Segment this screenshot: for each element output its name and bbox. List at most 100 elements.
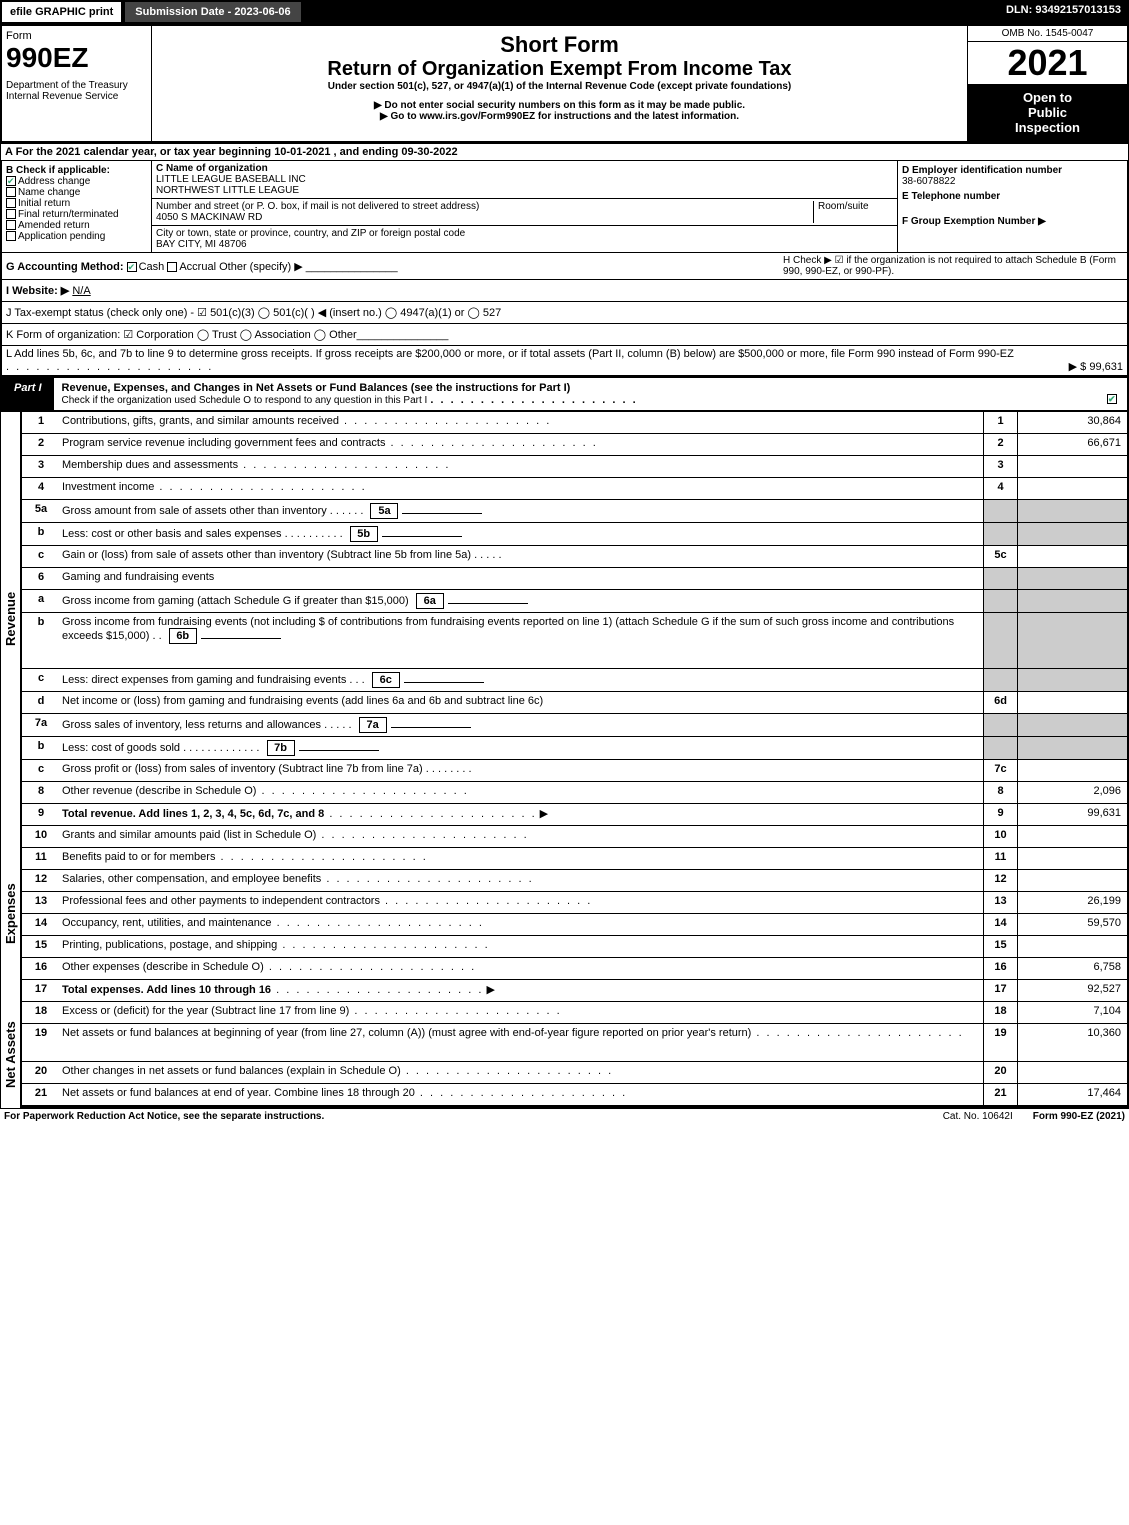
ein-label: D Employer identification number — [902, 165, 1123, 176]
vlabel-revenue: Revenue — [0, 412, 22, 826]
line-6d-desc: Net income or (loss) from gaming and fun… — [62, 695, 543, 707]
tel-label: E Telephone number — [902, 191, 1123, 202]
line-i: I Website: ▶ N/A — [0, 280, 1129, 302]
line-4-val — [1017, 478, 1127, 499]
part1-sub: Check if the organization used Schedule … — [62, 395, 428, 406]
g-label: G Accounting Method: — [6, 261, 124, 273]
g-other: Other (specify) ▶ — [219, 261, 303, 273]
l-text: L Add lines 5b, 6c, and 7b to line 9 to … — [6, 348, 1014, 360]
efile-button[interactable]: efile GRAPHIC print — [0, 0, 123, 24]
line-21-val: 17,464 — [1017, 1084, 1127, 1105]
line-2-desc: Program service revenue including govern… — [62, 437, 385, 449]
chk-initial-return[interactable] — [6, 198, 16, 208]
line-j: J Tax-exempt status (check only one) - ☑… — [0, 302, 1129, 324]
ein-value: 38-6078822 — [902, 176, 1123, 187]
line-6a-desc: Gross income from gaming (attach Schedul… — [62, 595, 409, 607]
chk-address-change[interactable] — [6, 176, 16, 186]
line-17-desc: Total expenses. Add lines 10 through 16 — [62, 984, 271, 996]
h-text: H Check ▶ ☑ if the organization is not r… — [783, 255, 1123, 277]
line-6c-desc: Less: direct expenses from gaming and fu… — [62, 674, 346, 686]
line-6-desc: Gaming and fundraising events — [62, 571, 214, 583]
street: 4050 S MACKINAW RD — [156, 212, 262, 223]
line-8-val: 2,096 — [1017, 782, 1127, 803]
line-4-desc: Investment income — [62, 481, 154, 493]
line-k: K Form of organization: ☑ Corporation ◯ … — [0, 324, 1129, 346]
line-21-desc: Net assets or fund balances at end of ye… — [62, 1087, 415, 1099]
note-ssn: ▶ Do not enter social security numbers o… — [158, 100, 961, 111]
netassets-section: Net Assets 18Excess or (deficit) for the… — [0, 1002, 1129, 1108]
chk-amended[interactable] — [6, 220, 16, 230]
line-19-val: 10,360 — [1017, 1024, 1127, 1061]
return-title: Return of Organization Exempt From Incom… — [158, 58, 961, 81]
street-label: Number and street (or P. O. box, if mail… — [156, 201, 479, 212]
section-a-taxyear: A For the 2021 calendar year, or tax yea… — [0, 143, 1129, 161]
cat-no: Cat. No. 10642I — [923, 1111, 1033, 1122]
line-9-val: 99,631 — [1017, 804, 1127, 825]
irs: Internal Revenue Service — [6, 91, 147, 102]
revenue-section: Revenue 1Contributions, gifts, grants, a… — [0, 412, 1129, 826]
form-version: Form 990-EZ (2021) — [1033, 1111, 1125, 1122]
short-form-title: Short Form — [158, 32, 961, 58]
city-label: City or town, state or province, country… — [156, 228, 465, 239]
line-g-h: G Accounting Method: Cash Accrual Other … — [0, 253, 1129, 280]
line-20-desc: Other changes in net assets or fund bala… — [62, 1065, 401, 1077]
line-16-desc: Other expenses (describe in Schedule O) — [62, 961, 264, 973]
open-to-public: Open to Public Inspection — [968, 84, 1127, 141]
chk-name-change[interactable] — [6, 187, 16, 197]
paperwork-notice: For Paperwork Reduction Act Notice, see … — [4, 1111, 923, 1122]
k-text: K Form of organization: ☑ Corporation ◯ … — [6, 328, 357, 341]
line-6d-val — [1017, 692, 1127, 713]
city: BAY CITY, MI 48706 — [156, 239, 247, 250]
website-value: N/A — [72, 285, 90, 297]
page-footer: For Paperwork Reduction Act Notice, see … — [0, 1108, 1129, 1124]
col-b: B Check if applicable: Address change Na… — [2, 161, 152, 252]
room-label: Room/suite — [818, 201, 869, 212]
line-2-val: 66,671 — [1017, 434, 1127, 455]
line-18-val: 7,104 — [1017, 1002, 1127, 1023]
dept-treasury: Department of the Treasury — [6, 80, 147, 91]
note-goto: ▶ Go to www.irs.gov/Form990EZ for instru… — [158, 111, 961, 122]
line-11-desc: Benefits paid to or for members — [62, 851, 215, 863]
form-word: Form — [6, 30, 32, 42]
j-text: J Tax-exempt status (check only one) - ☑… — [6, 306, 501, 319]
org-name-2: NORTHWEST LITTLE LEAGUE — [156, 185, 299, 196]
org-name-1: LITTLE LEAGUE BASEBALL INC — [156, 174, 306, 185]
line-19-desc: Net assets or fund balances at beginning… — [62, 1027, 751, 1039]
line-l: L Add lines 5b, 6c, and 7b to line 9 to … — [0, 346, 1129, 376]
grid-bcd: B Check if applicable: Address change Na… — [0, 161, 1129, 253]
line-3-desc: Membership dues and assessments — [62, 459, 238, 471]
line-5c-desc: Gain or (loss) from sale of assets other… — [62, 549, 471, 561]
f-group-exemption: F Group Exemption Number ▶ — [902, 216, 1123, 227]
c-name-label: C Name of organization — [156, 163, 268, 174]
col-d: D Employer identification number 38-6078… — [897, 161, 1127, 252]
line-10-val — [1017, 826, 1127, 847]
part1-header: Part I Revenue, Expenses, and Changes in… — [0, 376, 1129, 412]
chk-app-pending[interactable] — [6, 231, 16, 241]
chk-cash[interactable] — [127, 262, 137, 272]
line-7c-val — [1017, 760, 1127, 781]
chk-final-return[interactable] — [6, 209, 16, 219]
line-15-val — [1017, 936, 1127, 957]
line-1-val: 30,864 — [1017, 412, 1127, 433]
chk-accrual[interactable] — [167, 262, 177, 272]
line-14-val: 59,570 — [1017, 914, 1127, 935]
form-code: 990EZ — [6, 42, 147, 74]
line-20-val — [1017, 1062, 1127, 1083]
line-8-desc: Other revenue (describe in Schedule O) — [62, 785, 256, 797]
dln: DLN: 93492157013153 — [998, 0, 1129, 24]
topbar: efile GRAPHIC print Submission Date - 20… — [0, 0, 1129, 24]
line-11-val — [1017, 848, 1127, 869]
part1-tab: Part I — [2, 378, 54, 410]
line-10-desc: Grants and similar amounts paid (list in… — [62, 829, 316, 841]
vlabel-netassets: Net Assets — [0, 1002, 22, 1108]
i-label: I Website: ▶ — [6, 284, 69, 297]
line-16-val: 6,758 — [1017, 958, 1127, 979]
line-14-desc: Occupancy, rent, utilities, and maintena… — [62, 917, 272, 929]
form-header: Form 990EZ Department of the Treasury In… — [0, 24, 1129, 143]
part1-title: Revenue, Expenses, and Changes in Net As… — [62, 382, 571, 394]
col-c: C Name of organization LITTLE LEAGUE BAS… — [152, 161, 897, 252]
vlabel-expenses: Expenses — [0, 826, 22, 1002]
b-label: B Check if applicable: — [6, 165, 147, 176]
chk-schedule-o[interactable] — [1107, 394, 1117, 404]
line-7c-desc: Gross profit or (loss) from sales of inv… — [62, 763, 423, 775]
